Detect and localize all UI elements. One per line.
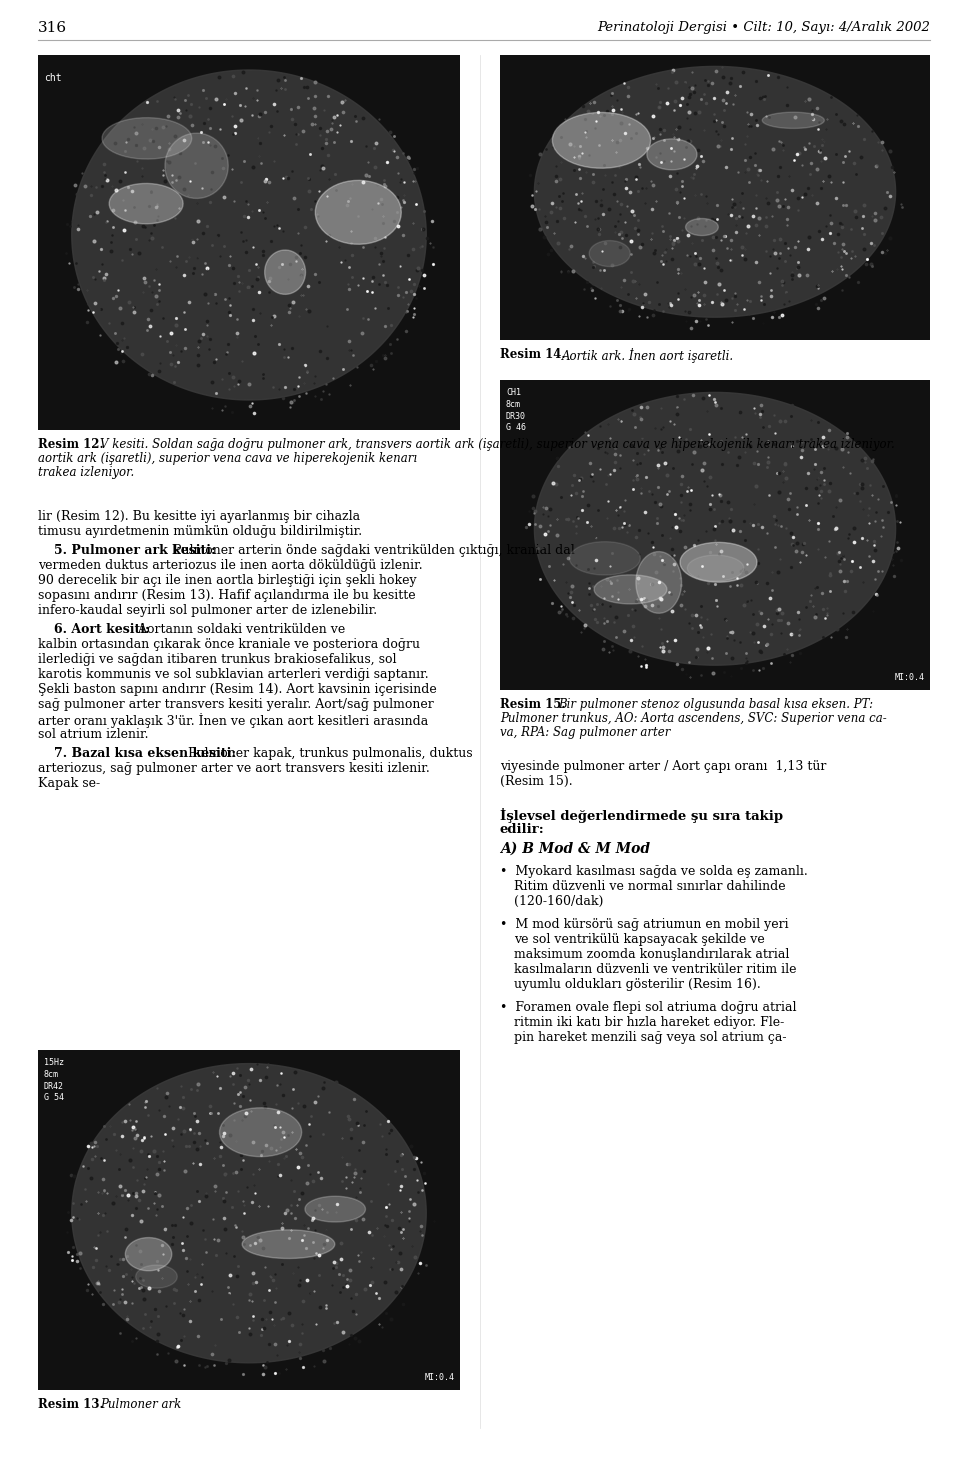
Polygon shape [72,1064,426,1362]
Text: MI:0.4: MI:0.4 [895,672,925,683]
Text: karotis kommunis ve sol subklavian arterleri verdiği saptanır.: karotis kommunis ve sol subklavian arter… [38,668,428,681]
Polygon shape [72,70,426,399]
Text: Aortik ark. İnen aort işaretli.: Aortik ark. İnen aort işaretli. [562,348,734,363]
Text: Pulmoner ark: Pulmoner ark [100,1398,181,1411]
Text: İşlevsel değerlendirmede şu sıra takip: İşlevsel değerlendirmede şu sıra takip [500,807,783,824]
Text: pin hareket menzili sağ veya sol atrium ça-: pin hareket menzili sağ veya sol atrium … [514,1031,786,1044]
Text: viyesinde pulmoner arter / Aort çapı oranı  1,13 tür: viyesinde pulmoner arter / Aort çapı ora… [500,760,827,774]
Polygon shape [535,392,896,665]
Text: Şekli baston sapını andırır (Resim 14). Aort kavsinin içerisinde: Şekli baston sapını andırır (Resim 14). … [38,683,437,696]
Text: (120-160/dak): (120-160/dak) [514,895,604,909]
Text: Resim 15.: Resim 15. [500,697,565,711]
Text: trakea izleniyor.: trakea izleniyor. [38,465,134,479]
Text: uyumlu oldukları gösterilir (Resim 16).: uyumlu oldukları gösterilir (Resim 16). [514,978,760,991]
Polygon shape [305,1196,366,1221]
Text: edilir:: edilir: [500,824,544,835]
Text: 316: 316 [38,21,67,35]
Polygon shape [687,555,744,581]
Text: sağ pulmoner arter transvers kesiti yeralır. Aort/sağ pulmoner: sağ pulmoner arter transvers kesiti yera… [38,697,434,711]
Text: Ritim düzvenli ve normal sınırlar dahilinde: Ritim düzvenli ve normal sınırlar dahili… [514,879,785,893]
Text: Pulmoner trunkus, AO: Aorta ascendens, SVC: Superior vena ca-: Pulmoner trunkus, AO: Aorta ascendens, S… [500,712,887,725]
Text: •  Foramen ovale flepi sol atriuma doğru atrial: • Foramen ovale flepi sol atriuma doğru … [500,1001,797,1014]
Polygon shape [569,542,640,575]
Polygon shape [680,542,757,583]
Polygon shape [647,139,697,170]
Text: Aortanın soldaki ventrikülden ve: Aortanın soldaki ventrikülden ve [134,622,346,636]
Polygon shape [685,219,718,235]
Polygon shape [135,1265,178,1287]
Text: V kesiti. Soldan sağa doğru pulmoner ark, transvers aortik ark (işaretli), super: V kesiti. Soldan sağa doğru pulmoner ark… [100,437,895,451]
Text: (Resim 15).: (Resim 15). [500,775,572,788]
Text: arter oranı yaklaşık 3'ür. İnen ve çıkan aort kesitleri arasında: arter oranı yaklaşık 3'ür. İnen ve çıkan… [38,713,428,728]
Text: Bir pulmoner stenoz olgusunda basal kısa eksen. PT:: Bir pulmoner stenoz olgusunda basal kısa… [558,697,874,711]
Text: 6. Aort kesiti:: 6. Aort kesiti: [54,622,150,636]
Text: Pulmoner arterin önde sağdaki ventrikülden çıktığı, kranial dal: Pulmoner arterin önde sağdaki ventriküld… [169,545,575,556]
Text: sol atrium izlenir.: sol atrium izlenir. [38,728,149,741]
Text: •  M mod kürsörü sağ atriumun en mobil yeri: • M mod kürsörü sağ atriumun en mobil ye… [500,918,788,931]
Text: 7. Bazal kısa eksen kesiti:: 7. Bazal kısa eksen kesiti: [54,747,236,760]
Polygon shape [265,250,305,295]
Text: Kapak se-: Kapak se- [38,777,100,790]
Text: Resim 12.: Resim 12. [38,437,104,451]
Bar [500,54,930,341]
Polygon shape [552,113,651,169]
Polygon shape [109,184,183,223]
Text: kalbin ortasından çıkarak önce kraniale ve posteriora doğru: kalbin ortasından çıkarak önce kraniale … [38,639,420,650]
Polygon shape [102,117,192,159]
Text: ritmin iki katı bir hızla hareket ediyor. Fle-: ritmin iki katı bir hızla hareket ediyor… [514,1016,784,1029]
Text: CH1
8cm
DR30
G 46: CH1 8cm DR30 G 46 [506,388,526,433]
Bar [500,380,930,690]
Text: 5. Pulmoner ark kesiti:: 5. Pulmoner ark kesiti: [54,545,216,556]
Bar [38,54,460,430]
Text: •  Myokard kasılması sağda ve solda eş zamanlı.: • Myokard kasılması sağda ve solda eş za… [500,865,807,878]
Text: aortik ark (işaretli), superior vena cava ve hiperekojenik kenarı: aortik ark (işaretli), superior vena cav… [38,452,418,465]
Polygon shape [636,552,682,614]
Polygon shape [594,575,667,603]
Text: ilerlediği ve sağdan itibaren trunkus brakiosefalikus, sol: ilerlediği ve sağdan itibaren trunkus br… [38,653,396,666]
Text: MI:0.4: MI:0.4 [425,1373,455,1381]
Text: Resim 13.: Resim 13. [38,1398,104,1411]
Text: 15Hz
8cm
DR42
G 54: 15Hz 8cm DR42 G 54 [44,1058,64,1102]
Polygon shape [165,134,228,198]
Text: va, RPA: Sag pulmoner arter: va, RPA: Sag pulmoner arter [500,727,670,738]
Text: lir (Resim 12). Bu kesitte iyi ayarlanmış bir cihazla: lir (Resim 12). Bu kesitte iyi ayarlanmı… [38,509,360,523]
Polygon shape [126,1238,172,1271]
Text: kasılmaların düzvenli ve ventriküler ritim ile: kasılmaların düzvenli ve ventriküler rit… [514,963,797,976]
Text: Perinatoloji Dergisi • Cilt: 10, Sayı: 4/Aralık 2002: Perinatoloji Dergisi • Cilt: 10, Sayı: 4… [597,22,930,35]
Text: sopasını andırır (Resim 13). Hafif açılandırma ile bu kesitte: sopasını andırır (Resim 13). Hafif açıla… [38,589,416,602]
Text: vermeden duktus arteriozus ile inen aorta döküldüğü izlenir.: vermeden duktus arteriozus ile inen aort… [38,559,422,573]
Text: A) B Mod & M Mod: A) B Mod & M Mod [500,843,650,856]
Text: arteriozus, sağ pulmoner arter ve aort transvers kesiti izlenir.: arteriozus, sağ pulmoner arter ve aort t… [38,762,430,775]
Text: maksimum zoomda konuşlandırılarak atrial: maksimum zoomda konuşlandırılarak atrial [514,948,789,962]
Polygon shape [315,181,401,244]
Text: Pulmoner kapak, trunkus pulmonalis, duktus: Pulmoner kapak, trunkus pulmonalis, dukt… [184,747,472,760]
Text: Resim 14.: Resim 14. [500,348,565,361]
Polygon shape [589,241,631,267]
Text: infero-kaudal seyirli sol pulmoner arter de izlenebilir.: infero-kaudal seyirli sol pulmoner arter… [38,603,377,617]
Polygon shape [762,112,825,128]
Text: timusu ayırdetmenin mümkün olduğu bildirilmiştir.: timusu ayırdetmenin mümkün olduğu bildir… [38,526,362,537]
Bar [38,1050,460,1390]
Polygon shape [242,1230,335,1258]
Polygon shape [220,1108,301,1157]
Text: 90 derecelik bir açı ile inen aortla birleştiği için şekli hokey: 90 derecelik bir açı ile inen aortla bir… [38,574,417,587]
Text: ve sol ventrikülü kapsayacak şekilde ve: ve sol ventrikülü kapsayacak şekilde ve [514,934,765,945]
Text: cht: cht [44,73,61,84]
Polygon shape [535,66,896,317]
